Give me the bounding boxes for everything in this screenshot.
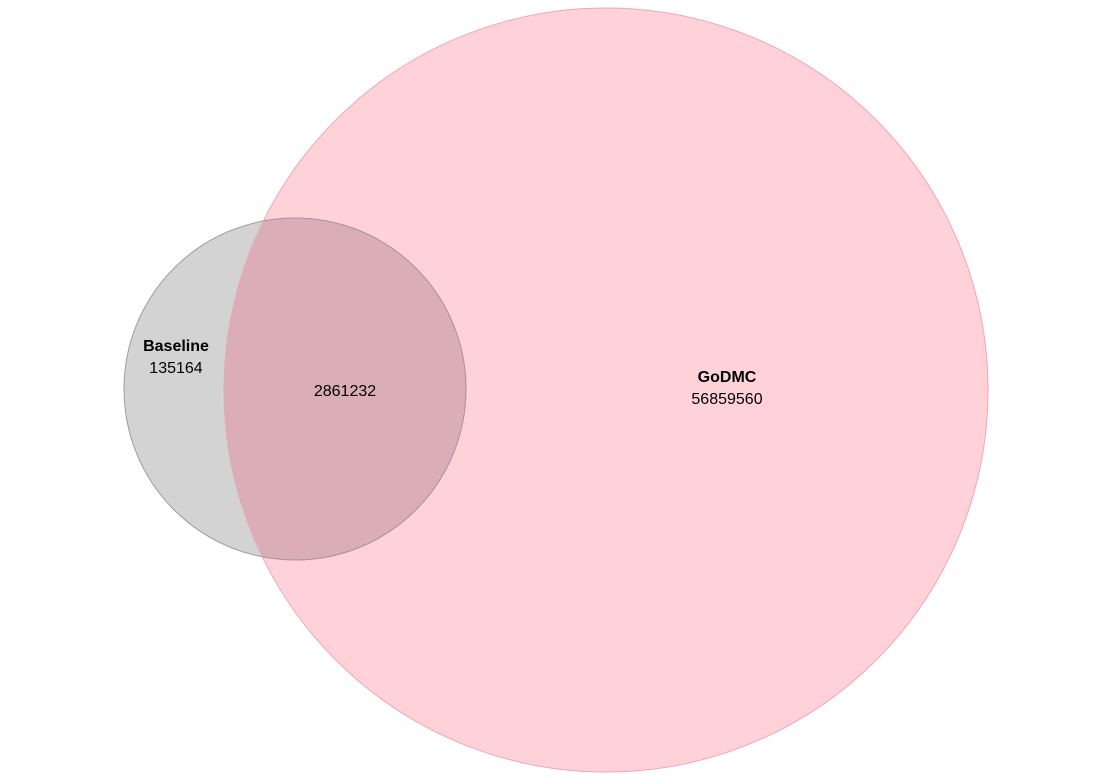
intersection-count: 2861232 — [314, 383, 376, 400]
baseline-only-count: 135164 — [149, 360, 202, 377]
godmc-set-name: GoDMC — [698, 369, 757, 386]
overlap-region — [224, 218, 466, 560]
godmc-only-count: 56859560 — [691, 391, 762, 408]
baseline-set-name: Baseline — [143, 338, 209, 355]
baseline-circle-outline — [224, 217, 467, 561]
